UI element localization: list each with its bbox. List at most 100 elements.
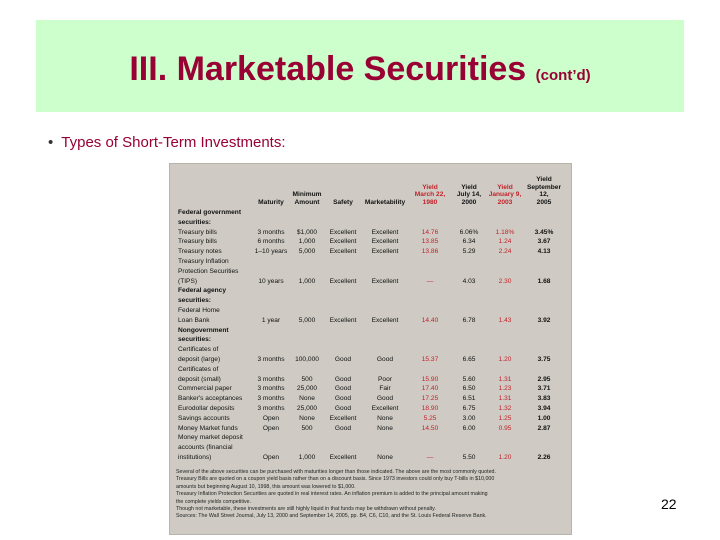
table-cell: securities: [178,218,211,226]
table-row: Treasury bills 3 months $1,000 Excellent Exc… [176,228,565,238]
table-cell: 500 [301,424,313,432]
table-row: Money Market funds Open 500 Good None 14.50 6.… [176,424,565,434]
table-cell: Federal agency [178,287,227,295]
table-cell: None [299,414,315,422]
bullet-dot-icon: • [48,134,54,151]
table-cell: Savings accounts [178,414,230,422]
table-cell: Certificates of [178,365,219,373]
table-footnotes: Several of the above securities can be p… [176,469,565,521]
table-cell: accounts (financial [178,444,233,452]
table-cell: 1,000 [298,277,316,285]
table-cell: 100,000 [295,355,319,363]
table-cell: — [426,277,434,285]
table-cell: 3.92 [537,316,551,324]
table-cell: 6.51 [462,395,476,403]
table-cell: 1.31 [498,395,512,403]
table-row: Certificates of [176,345,565,355]
table-row: Treasury bills 6 months 1,000 Excellent Exce… [176,237,565,247]
slide-title: III. Marketable Securities (cont’d) [36,50,684,89]
table-cell: Eurodollar deposits [178,404,235,412]
table-cell: Good [334,355,352,363]
table-cell: Excellent [371,277,399,285]
table-cell: Open [262,453,280,461]
table-cell: 6.50 [462,385,476,393]
table-row: Federal Home [176,306,565,316]
table-cell: 18.90 [421,404,439,412]
table-cell: 13.85 [421,238,439,246]
table-row: Money market deposit [176,433,565,443]
investments-table: Maturity Minimum Amount Safety Marketabilit… [176,172,565,463]
table-cell: 0.95 [498,424,512,432]
table-cell: Money Market funds [178,424,238,432]
table-cell: Good [334,424,352,432]
page-number: 22 [661,496,677,512]
table-cell: securities: [178,336,211,344]
table-cell: $1,000 [296,228,318,236]
table-row: Treasury notes 1–10 years 5,000 Excellent Ex… [176,247,565,257]
table-header-cell: Safety [333,198,353,206]
table-cell: 4.03 [462,277,476,285]
table-cell: Good [334,404,352,412]
table-row: (TIPS) 10 years 1,000 Excellent Excellent — 4.… [176,277,565,287]
table-cell: 17.40 [421,385,439,393]
table-row: securities: [176,335,565,345]
table-cell: 14.76 [421,228,439,236]
table-cell: 3 months [257,375,285,383]
table-cell: Open [262,414,280,422]
table-cell: 14.40 [421,316,439,324]
table-cell: Good [334,385,352,393]
table-cell: Treasury notes [178,248,222,256]
table-row: Protection Securities [176,267,565,277]
table-cell: (TIPS) [178,277,198,285]
table-header-cell: Minimum Amount [292,191,322,206]
table-cell: 14.50 [421,424,439,432]
table-cell: 6.34 [462,238,476,246]
table-row: Eurodollar deposits 3 months 25,000 Good Exc… [176,404,565,414]
table-row: deposit (large) 3 months 100,000 Good Good 15… [176,355,565,365]
footnote-line: Treasury Inflation Protection Securities… [176,491,488,498]
table-cell: Good [376,355,394,363]
table-row: securities: [176,296,565,306]
footnote-line: Several of the above securities can be p… [176,469,496,475]
table-cell: 10 years [258,277,284,285]
table-cell: Loan Bank [178,316,210,324]
footnote-line: amounts but beginning August 10, 1998, t… [176,483,356,490]
table-cell: 25,000 [296,404,318,412]
table-cell: Good [334,395,352,403]
table-cell: Excellent [329,238,357,246]
table-cell: 6.06% [459,228,479,236]
table-cell: Excellent [329,277,357,285]
table-cell: Treasury Inflation [178,257,229,265]
table-cell: 25,000 [296,385,318,393]
table-cell: 5,000 [298,316,316,324]
table-cell: deposit (large) [178,355,221,363]
table-cell: Treasury bills [178,238,217,246]
table-row: Federal agency [176,286,565,296]
table-cell: 2.95 [537,375,551,383]
table-cell: 3.75 [537,355,551,363]
table-header-cell: Maturity [258,198,284,206]
slide-title-suffix: (cont’d) [535,67,591,84]
table-cell: Banker's acceptances [178,395,243,403]
footnote-line: Though not marketable, these investments… [176,506,436,513]
table-cell: Excellent [371,238,399,246]
table-cell: 6.00 [462,424,476,432]
table-cell: None [299,395,315,403]
table-cell: Good [376,395,394,403]
table-cell: None [377,414,393,422]
table-cell: 3 months [257,395,285,403]
table-cell: 2.26 [537,453,551,461]
table-cell: Certificates of [178,346,219,354]
table-cell: 1,000 [298,453,316,461]
table-cell: Federal government [178,209,242,216]
bullet-point: • Types of Short-Term Investments: [48,134,286,151]
table-cell: 3 months [257,228,285,236]
table-cell: — [426,453,434,461]
table-cell: Excellent [329,248,357,256]
table-cell: Nongovernment [178,326,229,334]
table-cell: Excellent [371,228,399,236]
table-cell: None [377,424,393,432]
table-cell: 3.94 [537,404,551,412]
bullet-text: Types of Short-Term Investments: [61,134,286,151]
table-cell: 1.68 [537,277,551,285]
